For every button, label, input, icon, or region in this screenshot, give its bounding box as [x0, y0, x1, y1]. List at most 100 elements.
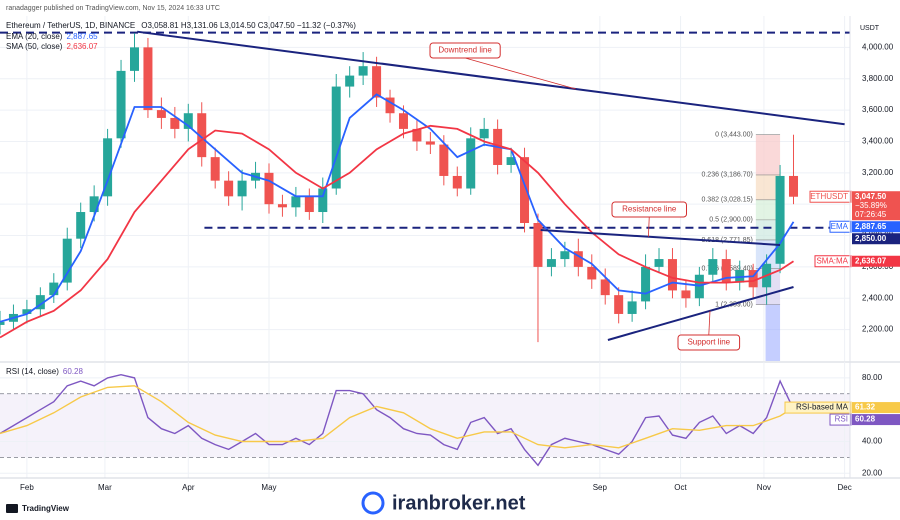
candle-body: [708, 259, 718, 275]
price-tag-extra: −35.89%: [855, 201, 887, 210]
fib-label: 0 (3,443.00): [715, 132, 753, 139]
price-tag-label: 2,887.65: [855, 222, 887, 231]
candle-body: [533, 223, 543, 267]
rsi-value: 60.28: [63, 367, 84, 376]
candle-body: [748, 270, 758, 288]
legend-name: SMA (50, close): [6, 42, 63, 51]
candle-body: [398, 113, 408, 129]
position-box: [765, 304, 781, 361]
candle-body: [331, 86, 341, 189]
price-tag-label: 61.32: [855, 403, 876, 412]
x-tick-label: May: [261, 483, 276, 492]
fib-label: 1 (2,359.00): [715, 302, 753, 309]
candle-body: [291, 196, 301, 208]
callout-box: [429, 42, 501, 59]
x-tick-label: Apr: [182, 483, 195, 492]
candle-body: [641, 266, 651, 302]
candle-body: [385, 97, 395, 114]
logo: TradingView: [22, 504, 70, 513]
candle-body: [197, 113, 207, 158]
price-tag: [852, 255, 900, 267]
candle-body: [614, 295, 624, 314]
candle-body: [425, 141, 435, 145]
callout-box: [611, 201, 687, 218]
tag-name-box: [829, 413, 852, 426]
candle-body: [479, 128, 489, 139]
y-tick-label: 2,200.00: [862, 325, 894, 334]
watermark-icon: [361, 491, 385, 515]
candle-body: [560, 251, 570, 260]
trendline: [137, 30, 845, 126]
callout-arrow: [708, 310, 711, 336]
tag-name: EMA: [831, 222, 849, 231]
y-tick-label: 2,400.00: [862, 293, 894, 302]
trendline: [540, 229, 781, 246]
tag-name-box: [814, 255, 852, 268]
candle-body: [412, 128, 422, 142]
candle-body: [62, 238, 72, 283]
candle-body: [304, 196, 314, 213]
candle-body: [600, 279, 610, 296]
price-tag: [852, 221, 900, 233]
fib-label: 0.5 (2,900.00): [709, 217, 753, 224]
overlay-line: [0, 124, 794, 339]
price-tag: [852, 191, 900, 221]
overlay-line: [0, 93, 795, 323]
candle-body: [789, 175, 799, 197]
watermark: iranbroker.net: [392, 492, 526, 514]
tag-name: RSI-based MA: [796, 403, 849, 412]
candle-body: [49, 282, 59, 296]
x-tick-label: Mar: [98, 483, 112, 492]
y-tick-label: 3,800.00: [862, 74, 894, 83]
x-tick-label: Sep: [593, 483, 608, 492]
tag-name: SMA:MA: [816, 256, 848, 265]
legend-entry: EMA (20, close) 2,887.65: [6, 32, 98, 41]
candle-body: [224, 180, 234, 197]
y-tick-label: 20.00: [862, 468, 883, 477]
candle-body: [0, 321, 5, 325]
candle-body: [520, 157, 530, 223]
fib-band: [755, 199, 781, 220]
candle-body: [627, 301, 637, 314]
tag-name-box: [809, 190, 852, 203]
legend-value: 2,887.65: [66, 32, 98, 41]
logo-icon: [6, 504, 18, 513]
legend-entry: SMA (50, close) 2,636.07: [6, 42, 98, 51]
price-tag-label: 2,850.00: [855, 234, 887, 243]
legend-name: EMA (20, close): [6, 32, 63, 41]
price-tag-label: 3,047.50: [855, 192, 887, 201]
ohlc: O3,058.81 H3,131.06 L3,014.50 C3,047.50 …: [141, 21, 356, 30]
fib-label: 0.382 (3,028.15): [701, 197, 752, 204]
price-tag: [852, 233, 900, 245]
x-tick-label: Dec: [838, 483, 852, 492]
candle-body: [35, 295, 45, 310]
rsi-line: [0, 373, 795, 467]
y-tick-label: 3,400.00: [862, 137, 894, 146]
candle-body: [143, 47, 153, 111]
candle-body: [156, 110, 166, 118]
x-tick-label: Oct: [674, 483, 687, 492]
candle-body: [681, 290, 691, 299]
candle-body: [170, 117, 180, 129]
tag-name: ETHUSDT: [810, 192, 848, 201]
candle-body: [439, 144, 449, 176]
candle-body: [721, 259, 731, 283]
candle-body: [506, 157, 516, 165]
price-tag-label: 60.28: [855, 415, 876, 424]
candle-body: [546, 259, 556, 267]
price-tag: [852, 414, 900, 426]
candle-body: [345, 75, 355, 87]
tag-name-box: [829, 220, 852, 233]
candle-body: [22, 309, 32, 314]
fib-band: [755, 134, 781, 175]
candle-body: [358, 66, 368, 76]
candle-body: [372, 66, 382, 98]
y-tick-label: 80.00: [862, 373, 883, 382]
symbol-line: Ethereum / TetherUS, 1D, BINANCE O3,058.8…: [6, 21, 356, 30]
candle-body: [264, 172, 274, 205]
callout-arrow: [464, 57, 576, 90]
legend-value: 2,636.07: [66, 42, 98, 51]
callout-label: Resistance line: [622, 205, 677, 214]
panes: 4,000.00 3,800.00 3,600.00 3,400.00 3,200.00…: [0, 16, 900, 492]
candle-body: [277, 204, 287, 208]
